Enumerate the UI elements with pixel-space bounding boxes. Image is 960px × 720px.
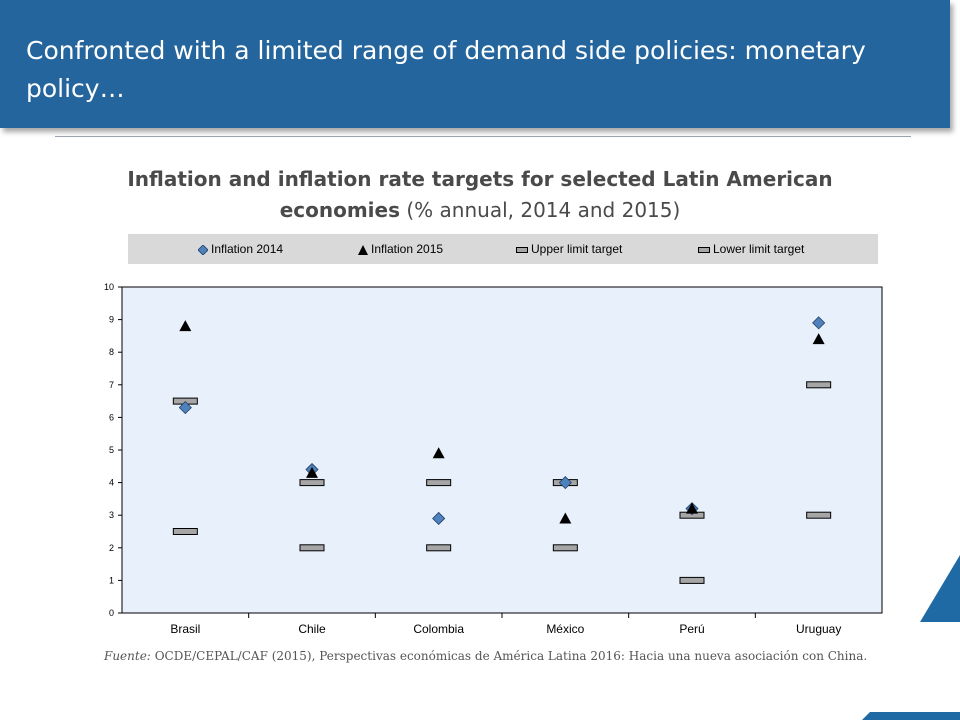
divider [55, 136, 911, 137]
legend-item-upper-limit: Upper limit target [516, 242, 622, 256]
x-tick-label: Brasil [170, 622, 200, 636]
target-limit-mark [426, 544, 452, 552]
x-tick-label: Colombia [413, 622, 464, 636]
scatter-chart: 0 1 2 3 4 5 6 7 8 9 10 Brasil Chile Colombia México Per… [104, 282, 883, 636]
y-tick-label: 9 [109, 315, 114, 325]
legend-label: Upper limit target [531, 242, 623, 256]
target-limit-mark [806, 511, 832, 519]
inflation-2015-point [179, 320, 192, 332]
y-tick-label: 6 [109, 412, 114, 422]
source-text: OCDE/CEPAL/CAF (2015), Perspectivas econ… [154, 649, 868, 663]
x-tick-label: Uruguay [796, 622, 841, 636]
legend-label: Lower limit target [713, 242, 805, 256]
legend-label: Inflation 2014 [211, 242, 284, 256]
chart-legend: Inflation 2014 Inflation 2015 Upper limi… [128, 234, 878, 264]
inflation-2015-point [432, 447, 445, 459]
inflation-2014-point [558, 476, 572, 490]
inflation-2014-point [432, 511, 446, 526]
x-tick-label: México [546, 622, 584, 636]
target-limit-mark [299, 479, 325, 487]
source-note: Fuente: OCDE/CEPAL/CAF (2015), Perspecti… [104, 648, 894, 665]
target-limit-mark [426, 479, 452, 487]
x-tick-label: Chile [298, 622, 326, 636]
inflation-2015-point [812, 333, 825, 345]
y-tick-label: 10 [104, 282, 114, 292]
x-tick-label: Perú [679, 622, 704, 636]
chart-title-main: Inflation and inflation rate targets for… [127, 167, 833, 222]
target-limit-mark [172, 528, 198, 535]
y-tick-label: 2 [109, 543, 114, 553]
target-limit-mark [679, 576, 705, 584]
inflation-2014-point [812, 316, 826, 330]
source-label: Fuente: [104, 649, 151, 663]
y-tick-label: 4 [109, 478, 114, 488]
target-limit-mark [806, 381, 832, 389]
inflation-2014-point [178, 401, 192, 415]
legend-item-lower-limit: Lower limit target [698, 242, 804, 256]
header-banner: Confronted with a limited range of deman… [0, 0, 950, 128]
diamond-marker-icon [198, 244, 208, 255]
inflation-2015-point [559, 512, 572, 524]
y-tick-label: 1 [109, 575, 114, 585]
legend-label: Inflation 2015 [371, 242, 444, 256]
y-tick-label: 0 [109, 608, 114, 618]
y-tick-label: 7 [109, 380, 114, 390]
triangle-marker-icon [358, 244, 368, 255]
y-tick-label: 8 [109, 347, 114, 357]
target-limit-mark [299, 544, 325, 552]
chart-subtitle: (% annual, 2014 and 2015) [406, 198, 681, 222]
legend-item-inflation-2015: Inflation 2015 [358, 242, 443, 256]
dash-marker-icon [698, 246, 710, 253]
y-tick-label: 5 [109, 445, 114, 455]
inflation-2015-point [306, 466, 318, 478]
slide-title: Confronted with a limited range of deman… [26, 36, 866, 103]
chart-title: Inflation and inflation rate targets for… [100, 164, 860, 226]
y-tick-label: 3 [109, 510, 114, 520]
inflation-2015-point [686, 502, 698, 514]
target-limit-mark [552, 544, 578, 552]
legend-item-inflation-2014: Inflation 2014 [198, 242, 283, 256]
dash-marker-icon [516, 246, 528, 253]
